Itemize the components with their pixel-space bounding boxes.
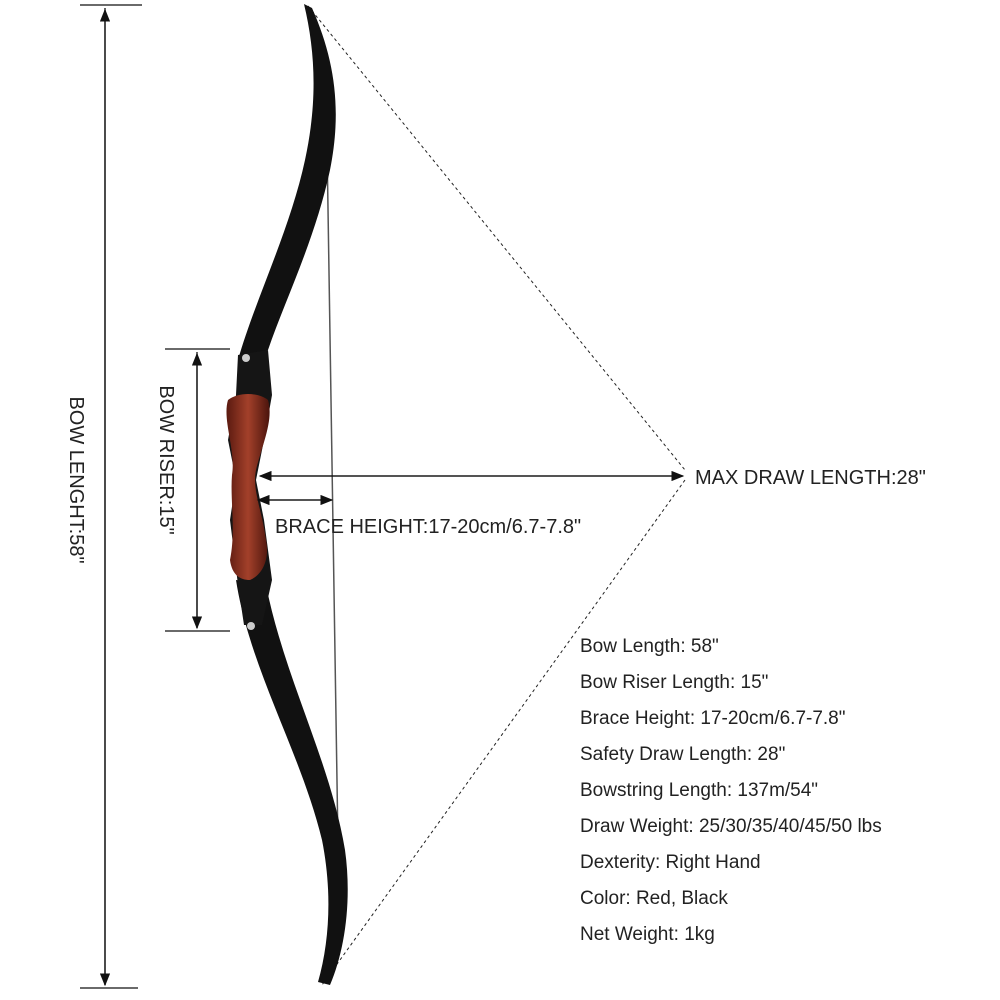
bow-length-dimension <box>80 4 142 989</box>
brace-height-label: BRACE HEIGHT:17-20cm/6.7-7.8" <box>275 516 581 538</box>
spec-list: Bow Length: 58" Bow Riser Length: 15" Brac… <box>580 636 882 945</box>
bowstring <box>326 144 339 846</box>
spec-item: Draw Weight: 25/30/35/40/45/50 lbs <box>580 816 882 837</box>
riser-dimension <box>165 348 230 632</box>
spec-item: Safety Draw Length: 28" <box>580 744 785 765</box>
riser-grip <box>226 394 270 580</box>
spec-item: Color: Red, Black <box>580 888 728 909</box>
spec-item: Net Weight: 1kg <box>580 924 715 945</box>
spec-item: Brace Height: 17-20cm/6.7-7.8" <box>580 708 846 729</box>
draw-guides <box>307 5 686 986</box>
spec-item: Bow Length: 58" <box>580 636 719 657</box>
spec-item: Bowstring Length: 137m/54" <box>580 780 818 801</box>
upper-limb <box>238 4 336 360</box>
bolt <box>247 622 255 630</box>
spec-item: Bow Riser Length: 15" <box>580 672 768 693</box>
lower-limb <box>236 580 348 985</box>
bolt <box>242 354 250 362</box>
spec-item: Dexterity: Right Hand <box>580 852 761 873</box>
bow-riser-label: BOW RISER:15" <box>155 385 177 534</box>
max-draw-label: MAX DRAW LENGTH:28" <box>695 467 926 489</box>
bow-length-label: BOW LENGHT:58" <box>65 396 87 563</box>
